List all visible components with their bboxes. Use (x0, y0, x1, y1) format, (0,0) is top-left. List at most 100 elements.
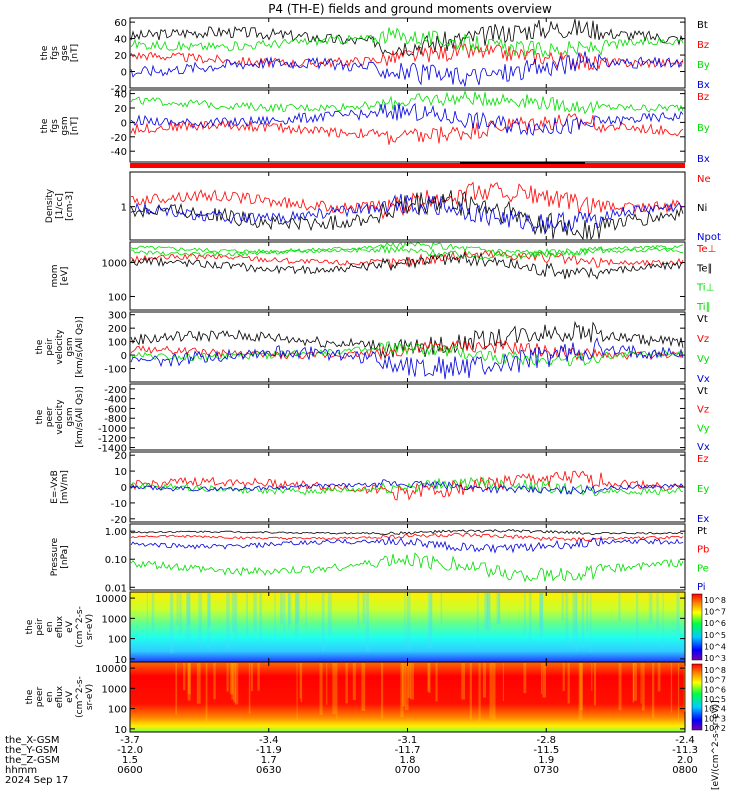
y-label-line: eflux (55, 685, 65, 708)
x-row-label: hhmm (5, 765, 37, 776)
spectrogram-streak (229, 663, 234, 695)
series-Ey-line (130, 476, 684, 497)
spectrogram-streak (352, 663, 356, 700)
legend-Pi: Pi (697, 582, 706, 593)
legend-Ti∥: Ti∥ (696, 302, 711, 313)
spectrogram-streak (357, 593, 360, 628)
colorbar-label: [eV/(cm^2-s-sr-eV)] (711, 700, 721, 790)
spectrogram-streak (574, 593, 577, 636)
x-row-label: the_X-GSM (5, 735, 59, 746)
spectrogram-streak (593, 663, 597, 706)
y-tick-label: 0 (121, 351, 127, 362)
spectrogram-streak (213, 663, 216, 700)
legend-Bz: Bz (697, 92, 709, 103)
spectrogram-streak (489, 593, 491, 630)
spectrogram-streak (632, 663, 635, 703)
y-label-line: fgs (50, 119, 60, 133)
legend-Vz: Vz (697, 405, 709, 416)
flag-bar (130, 163, 685, 168)
spectrogram-streak (183, 663, 186, 691)
spectrogram-streak (476, 593, 479, 649)
spectrogram-streak (618, 663, 622, 711)
colorbar-tick-label: 10^3 (704, 654, 726, 663)
legend-Pt: Pt (697, 526, 707, 537)
spectrogram-streak (496, 593, 501, 625)
spectrogram-streak (410, 663, 414, 700)
spectrogram-streak (207, 593, 211, 627)
spectrogram-streak (407, 663, 411, 699)
series-By-line (130, 90, 684, 115)
y-axis-label: Density [1/cc] [cm-3] (45, 188, 75, 223)
spectrogram-streak (361, 663, 366, 711)
spectrogram-streak (428, 663, 431, 693)
spectrogram-streak (492, 663, 496, 720)
legend-Bz: Bz (697, 40, 709, 51)
colorbar-scale (691, 663, 703, 731)
x-row-label: 2024 Sep 17 (5, 775, 68, 786)
y-label-line: the (40, 118, 50, 133)
y-tick-label: 10000 (95, 594, 127, 605)
y-label-line: [eV] (60, 267, 70, 286)
series-Vy-line (130, 341, 684, 367)
y-tick-label: -10 (111, 499, 127, 510)
spectrogram-streak (670, 663, 673, 713)
x-row-label: the_Z-GSM (5, 755, 60, 766)
panel-efield: 20 10 0 -10 -20 E=-VxB [mV/m] Ez Ey Ex (50, 451, 709, 526)
legend-Ex: Ex (697, 514, 709, 525)
spectrogram-streak (618, 593, 621, 622)
z-gsm-tick-label: 1.7 (261, 755, 277, 766)
series-Ti∥-line (130, 244, 684, 260)
y-label-line: [nT] (70, 44, 80, 62)
y-tick-label: 200 (108, 324, 127, 335)
spectrogram-streak (234, 663, 239, 705)
y-tick-label: 100 (108, 705, 127, 716)
panel-frame (129, 241, 686, 311)
y-label-line: Density (45, 188, 55, 223)
legend-Vt: Vt (697, 314, 708, 325)
spectrogram-streak (642, 663, 645, 711)
legend-Ne: Ne (697, 174, 711, 185)
spectrogram-streak (633, 663, 637, 701)
colorbar: 10^810^710^610^510^410^310^2 (691, 663, 726, 733)
y-label-line: velocity (55, 399, 65, 435)
spectrogram-streak (295, 593, 299, 637)
colorbar-tick-label: 10^2 (704, 724, 726, 733)
spectrogram-streak (482, 663, 486, 698)
y-label-line: [nT] (70, 117, 80, 135)
series-Vt-line (130, 320, 684, 360)
panel-temperature: 1000 100 mom [eV] Te⊥ Te∥ Ti⊥ Ti∥ (50, 241, 716, 313)
y-label-line: peir (35, 618, 45, 636)
spectrogram-streak (590, 593, 592, 653)
y-tick-label: -1400 (98, 444, 127, 455)
series-Bt-line (130, 19, 684, 57)
spectrogram-streak (404, 663, 409, 711)
spectrogram-streak (332, 663, 337, 715)
y-label-line: peer (35, 686, 45, 707)
spectrogram-streak (151, 593, 155, 631)
spectrogram-streak (656, 593, 659, 630)
spectrogram-streak (296, 663, 298, 720)
y-tick-label: 0.01 (105, 583, 127, 594)
y-tick-label: -800 (104, 414, 127, 425)
y-label-line: the (35, 339, 45, 354)
legend-Vy: Vy (697, 423, 710, 434)
spectrogram-streak (523, 663, 527, 694)
spectrogram-streak (205, 663, 208, 724)
hhmm-tick-label: 0730 (534, 765, 559, 776)
y-gsm-tick-label: -12.0 (117, 745, 143, 756)
y-label-line: [km/s(All Qs)] (75, 386, 85, 448)
colorbar-tick-label: 10^5 (704, 631, 726, 640)
y-tick-label: -20 (111, 515, 127, 526)
series-Npot-line (130, 193, 684, 233)
series-By-line (130, 27, 684, 59)
y-gsm-tick-label: -11.9 (256, 745, 282, 756)
spectrogram-streak (576, 593, 578, 651)
legend-Pe: Pe (697, 563, 709, 574)
spectrogram-streak (427, 593, 432, 649)
spectrogram-streak (478, 663, 481, 722)
spectrogram-streak (683, 663, 686, 712)
series-Pt-line (130, 529, 684, 536)
y-axis-label: the fgs gsm [nT] (40, 116, 80, 135)
spectrogram-streak (336, 663, 338, 720)
